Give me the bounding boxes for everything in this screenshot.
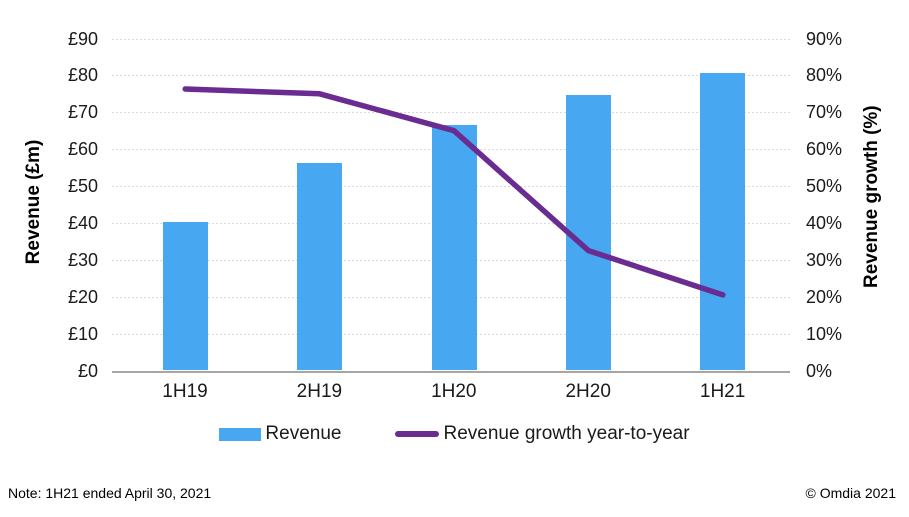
x-axis-line	[112, 370, 790, 373]
growth-line-swatch-icon	[395, 431, 440, 437]
copyright: © Omdia 2021	[805, 485, 896, 501]
bar-2h20	[565, 95, 611, 371]
gridline	[112, 75, 790, 77]
left-tick-label: £90	[67, 28, 98, 49]
right-tick-label: 90%	[806, 28, 843, 49]
bar-1h19	[162, 222, 208, 371]
right-tick-label: 50%	[806, 176, 843, 197]
left-tick-label: £80	[67, 65, 98, 86]
right-tick-label: 30%	[806, 249, 843, 270]
x-label-2h19: 2H19	[296, 381, 343, 402]
footnote: Note: 1H21 ended April 30, 2021	[8, 485, 212, 501]
right-tick-label: 0%	[806, 360, 833, 381]
left-tick-label: £40	[67, 212, 98, 233]
legend-label: Revenue growth year-to-year	[443, 423, 690, 444]
bar-1h21	[700, 73, 746, 371]
gridline	[112, 112, 790, 114]
x-label-1h19: 1H19	[162, 381, 208, 402]
left-tick-label: £50	[67, 176, 98, 197]
legend-label: Revenue	[265, 423, 342, 444]
right-tick-label: 10%	[806, 323, 843, 344]
left-tick-label: £60	[67, 139, 98, 160]
legend-item-revenue: Revenue	[219, 423, 341, 445]
growth-line	[182, 86, 726, 298]
x-label-1h20: 1H20	[431, 381, 477, 402]
right-tick-label: 20%	[806, 286, 843, 307]
left-tick-label: £70	[67, 102, 98, 123]
x-label-2h20: 2H20	[565, 381, 611, 402]
right-tick-label: 80%	[806, 65, 843, 86]
bar-1h20	[431, 125, 477, 371]
legend-item-revenue-growth: Revenue growth year-to-year	[395, 423, 690, 445]
growth-line-layer	[182, 86, 726, 298]
left-tick-label: £30	[67, 249, 98, 270]
gridline	[112, 38, 790, 40]
right-tick-label: 60%	[806, 139, 843, 160]
legend: Revenue Revenue growth year-to-year	[0, 420, 909, 448]
plot-area	[112, 0, 790, 373]
left-tick-label: £0	[77, 360, 98, 381]
x-label-1h21: 1H21	[699, 381, 746, 402]
left-tick-label: £10	[67, 323, 98, 344]
revenue-bar-swatch-icon	[219, 427, 262, 441]
right-tick-label: 70%	[806, 102, 843, 123]
right-tick-label: 40%	[806, 212, 843, 233]
bar-2h19	[297, 163, 343, 371]
left-tick-label: £20	[67, 286, 98, 307]
